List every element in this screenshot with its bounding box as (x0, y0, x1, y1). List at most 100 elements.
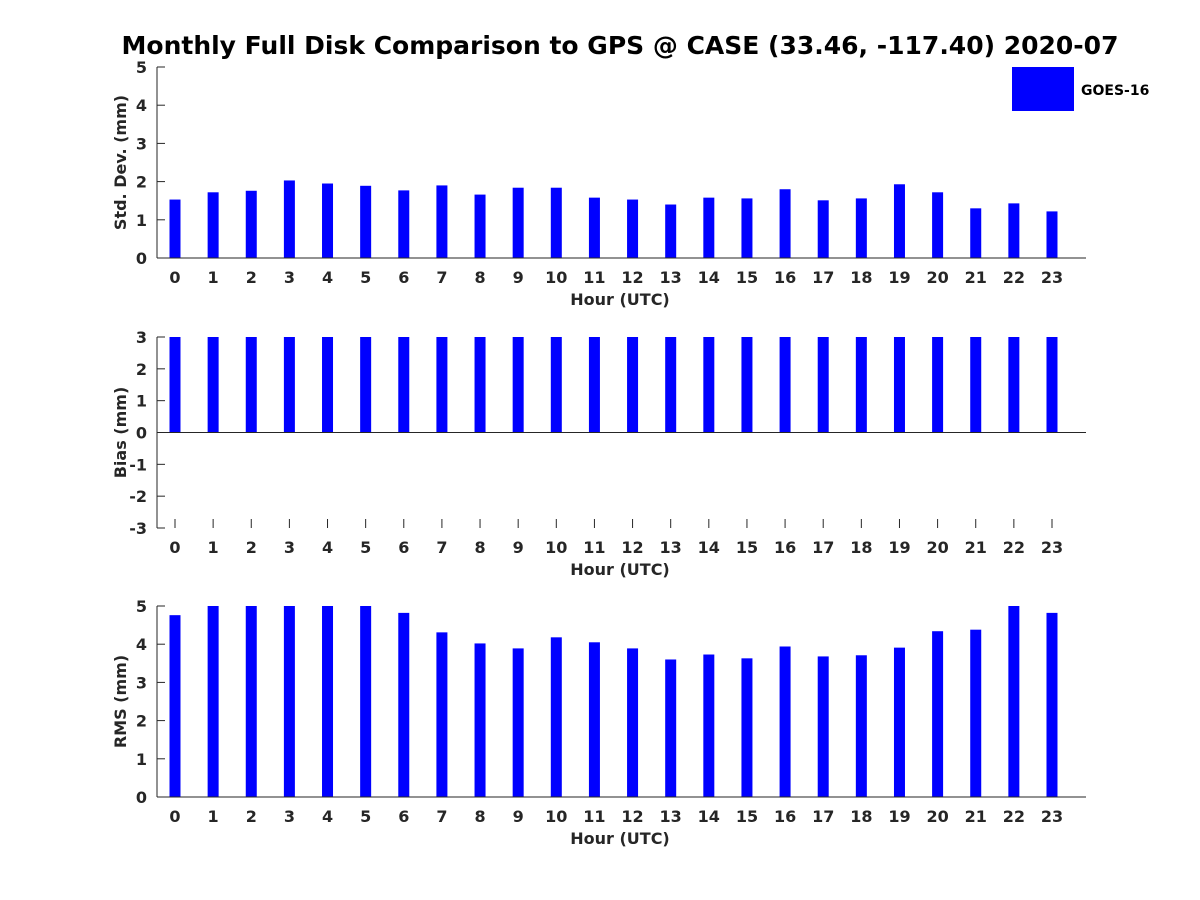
bar-hour-19 (893, 184, 905, 258)
bar-hour-6 (398, 190, 410, 258)
x-tick-label: 7 (436, 807, 447, 826)
bar-hour-21 (970, 629, 982, 797)
x-tick-label: 4 (322, 807, 333, 826)
y-tick-label: 5 (136, 597, 147, 616)
x-tick-label: 22 (1003, 268, 1025, 287)
x-tick-label: 8 (474, 538, 485, 557)
y-tick-label: 1 (136, 211, 147, 230)
y-axis-label: Bias (mm) (111, 387, 130, 479)
y-axis-label: RMS (mm) (111, 655, 130, 748)
legend-swatch (1012, 67, 1074, 111)
x-tick-label: 4 (322, 268, 333, 287)
y-tick-label: 0 (136, 424, 147, 443)
bar-hour-8 (474, 337, 486, 433)
x-tick-label: 12 (621, 268, 643, 287)
y-tick-label: 1 (136, 392, 147, 411)
x-tick-label: 17 (812, 268, 834, 287)
bar-hour-16 (779, 189, 791, 258)
x-tick-label: 9 (513, 807, 524, 826)
bar-hour-14 (703, 337, 715, 433)
x-axis-label: Hour (UTC) (570, 560, 670, 579)
x-tick-label: 3 (284, 268, 295, 287)
bar-hour-9 (512, 187, 524, 258)
x-tick-label: 14 (698, 538, 720, 557)
bar-hour-4 (322, 606, 334, 797)
x-tick-label: 2 (246, 268, 257, 287)
x-tick-label: 12 (621, 538, 643, 557)
bar-hour-17 (817, 656, 829, 797)
x-tick-label: 21 (965, 268, 987, 287)
y-tick-label: 4 (136, 635, 147, 654)
x-tick-label: 8 (474, 807, 485, 826)
x-tick-label: 13 (660, 268, 682, 287)
bar-hour-20 (932, 631, 944, 797)
x-tick-label: 21 (965, 538, 987, 557)
y-axis-label: Std. Dev. (mm) (111, 95, 130, 230)
x-tick-label: 11 (583, 268, 605, 287)
bar-hour-10 (550, 637, 562, 797)
bar-hour-10 (550, 337, 562, 433)
x-tick-label: 7 (436, 268, 447, 287)
bar-hour-7 (436, 337, 448, 433)
x-tick-label: 10 (545, 268, 567, 287)
bar-hour-22 (1008, 203, 1020, 258)
bar-hour-5 (360, 606, 372, 797)
bar-hour-6 (398, 337, 410, 433)
bar-hour-11 (588, 337, 600, 433)
bar-hour-9 (512, 337, 524, 433)
x-tick-label: 15 (736, 268, 758, 287)
x-tick-label: 12 (621, 807, 643, 826)
bar-hour-15 (741, 337, 753, 433)
legend: GOES-16 (1012, 67, 1149, 111)
x-tick-label: 11 (583, 807, 605, 826)
y-tick-label: -3 (129, 519, 147, 538)
x-tick-label: 0 (169, 538, 180, 557)
bar-hour-2 (245, 337, 257, 433)
bar-hour-2 (245, 190, 257, 258)
x-tick-label: 2 (246, 538, 257, 557)
bar-hour-0 (169, 199, 181, 258)
y-tick-label: -2 (129, 487, 147, 506)
chart-title: Monthly Full Disk Comparison to GPS @ CA… (122, 31, 1119, 60)
x-tick-label: 18 (850, 807, 872, 826)
x-tick-label: 0 (169, 268, 180, 287)
bar-hour-1 (207, 606, 219, 797)
bar-hour-4 (322, 183, 334, 258)
x-tick-label: 19 (888, 807, 910, 826)
bar-hour-5 (360, 337, 372, 433)
x-tick-label: 5 (360, 268, 371, 287)
bar-hour-7 (436, 632, 448, 797)
x-tick-label: 20 (926, 807, 948, 826)
bar-hour-13 (665, 337, 677, 433)
bar-hour-0 (169, 615, 181, 797)
bar-hour-20 (932, 192, 944, 258)
bar-hour-15 (741, 198, 753, 258)
bar-hour-8 (474, 643, 486, 797)
x-tick-label: 1 (208, 538, 219, 557)
x-axis-label: Hour (UTC) (570, 290, 670, 309)
x-tick-label: 1 (208, 268, 219, 287)
x-tick-label: 0 (169, 807, 180, 826)
bar-hour-16 (779, 646, 791, 797)
x-tick-label: 17 (812, 538, 834, 557)
bar-hour-23 (1046, 211, 1058, 258)
x-tick-label: 22 (1003, 807, 1025, 826)
bar-hour-18 (855, 198, 867, 258)
x-tick-label: 22 (1003, 538, 1025, 557)
x-tick-label: 17 (812, 807, 834, 826)
bar-hour-21 (970, 208, 982, 258)
bar-hour-4 (322, 337, 334, 433)
bar-hour-0 (169, 337, 181, 433)
bar-hour-13 (665, 659, 677, 797)
x-tick-label: 16 (774, 538, 796, 557)
bar-hour-10 (550, 187, 562, 258)
bar-hour-1 (207, 192, 219, 258)
bar-hour-7 (436, 185, 448, 258)
bar-hour-20 (932, 337, 944, 433)
x-tick-label: 9 (513, 538, 524, 557)
